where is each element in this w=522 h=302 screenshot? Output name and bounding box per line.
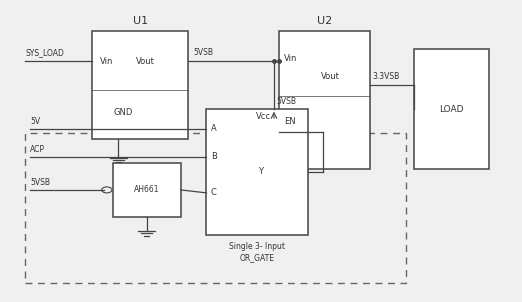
Text: AH661: AH661: [134, 185, 160, 194]
Text: SYS_LOAD: SYS_LOAD: [26, 48, 65, 57]
Text: U1: U1: [133, 16, 148, 26]
Text: 5VSB: 5VSB: [30, 178, 50, 187]
Text: U2: U2: [317, 16, 332, 26]
Text: A: A: [211, 124, 217, 133]
Text: Vout: Vout: [321, 72, 340, 81]
Text: Single 3- Input: Single 3- Input: [229, 242, 285, 251]
Text: B: B: [211, 153, 217, 162]
Text: ACP: ACP: [30, 145, 45, 154]
Text: Vin: Vin: [100, 57, 113, 66]
Text: 5VSB: 5VSB: [277, 97, 296, 106]
Bar: [113, 163, 181, 217]
Bar: [414, 49, 490, 169]
Bar: [92, 31, 188, 139]
Text: 5V: 5V: [30, 117, 40, 126]
Text: C: C: [211, 188, 217, 198]
Text: EN: EN: [284, 117, 296, 126]
Bar: [207, 109, 308, 235]
Text: 3.3VSB: 3.3VSB: [373, 72, 400, 81]
Bar: [279, 31, 370, 169]
Text: Vcc: Vcc: [256, 112, 271, 121]
Text: Y: Y: [258, 167, 264, 176]
Text: Vin: Vin: [284, 54, 298, 63]
Text: LOAD: LOAD: [440, 104, 464, 114]
Text: 5VSB: 5VSB: [194, 48, 213, 57]
Bar: [25, 133, 407, 283]
Text: GND: GND: [113, 108, 133, 117]
Text: Vout: Vout: [136, 57, 155, 66]
Text: OR_GATE: OR_GATE: [240, 253, 275, 262]
